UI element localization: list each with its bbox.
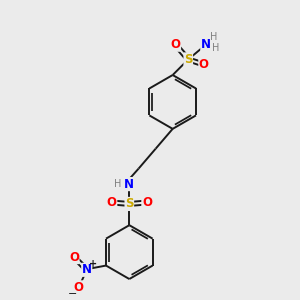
Text: H: H: [114, 179, 122, 189]
Text: O: O: [107, 196, 117, 209]
Text: O: O: [74, 281, 84, 294]
Text: O: O: [199, 58, 209, 71]
Text: H: H: [210, 32, 218, 42]
Text: O: O: [170, 38, 181, 51]
Text: S: S: [125, 197, 134, 210]
Text: O: O: [69, 250, 79, 264]
Text: +: +: [89, 259, 97, 269]
Text: S: S: [184, 53, 193, 66]
Text: N: N: [82, 263, 92, 276]
Text: N: N: [201, 38, 211, 51]
Text: N: N: [124, 178, 134, 190]
Text: H: H: [212, 43, 219, 52]
Text: O: O: [142, 196, 152, 209]
Text: −: −: [68, 289, 77, 298]
